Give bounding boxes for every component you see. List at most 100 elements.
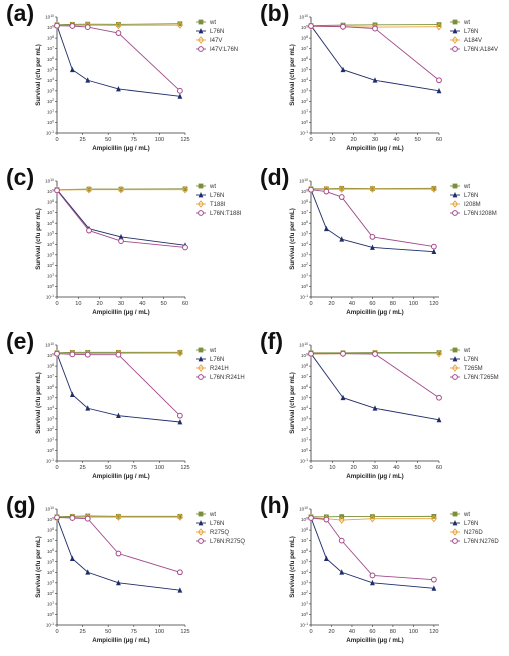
data-point xyxy=(177,418,183,425)
legend-marker xyxy=(452,356,458,362)
data-point xyxy=(370,514,375,520)
y-tick-label: 103 xyxy=(301,580,308,586)
y-tick-label: 104 xyxy=(47,569,54,575)
panel-d: (d) 10-1 100 101 102 103 104 105 106 107 108 109 101… xyxy=(254,164,508,328)
legend-label: N276D xyxy=(464,530,483,536)
x-axis-label: Ampicillin (μg / mL) xyxy=(92,637,149,644)
legend-marker xyxy=(198,210,204,216)
y-tick-label: 107 xyxy=(47,45,54,51)
y-tick-label: 102 xyxy=(47,262,54,268)
data-point xyxy=(54,22,60,29)
data-point xyxy=(69,515,76,521)
y-tick-label: 104 xyxy=(301,77,308,83)
legend-label: wt xyxy=(209,512,216,518)
legend-label: wt xyxy=(209,184,216,190)
x-tick-label: 10 xyxy=(329,137,335,143)
data-point xyxy=(84,24,91,31)
data-point xyxy=(430,243,437,250)
data-point xyxy=(69,66,75,73)
series-l76n-n276d xyxy=(308,515,437,583)
data-point xyxy=(176,21,183,29)
data-point xyxy=(435,22,443,31)
data-point xyxy=(369,185,376,193)
x-tick-label: 40 xyxy=(139,301,145,307)
survival-chart: 10-1 100 101 102 103 104 105 106 107 108 109 1010 0 2… xyxy=(289,178,497,316)
x-tick-label: 120 xyxy=(429,629,438,635)
data-point xyxy=(115,21,122,30)
x-tick-label: 50 xyxy=(105,465,111,471)
x-tick-label: 20 xyxy=(328,629,334,635)
y-tick-label: 100 xyxy=(301,119,308,125)
panel-label: (b) xyxy=(260,0,290,26)
legend-marker xyxy=(197,364,205,372)
x-tick-label: 25 xyxy=(79,465,85,471)
y-tick-label: 1010 xyxy=(45,14,54,20)
x-tick-label: 0 xyxy=(309,301,312,307)
legend-label: L76N xyxy=(464,29,478,35)
series-l76n-t188i xyxy=(54,187,188,251)
legend-label: R275Q xyxy=(210,530,229,536)
data-point xyxy=(177,587,183,593)
x-tick-label: 100 xyxy=(155,137,164,143)
y-tick-label: 107 xyxy=(301,537,308,543)
survival-chart: 10-1 100 101 102 103 104 105 106 107 108 109 1010 0 2… xyxy=(289,506,499,644)
x-tick-label: 0 xyxy=(55,137,58,143)
y-tick-label: 10-1 xyxy=(300,622,308,628)
x-tick-label: 75 xyxy=(131,629,137,635)
data-point xyxy=(370,244,375,250)
y-tick-label: 101 xyxy=(301,109,308,115)
x-tick-label: 25 xyxy=(79,629,85,635)
data-point xyxy=(115,351,122,358)
y-tick-label: 103 xyxy=(301,252,308,258)
legend-label: L76N:T188I xyxy=(210,211,242,217)
y-axis-label: Survival (cfu per mL) xyxy=(289,536,296,598)
legend-marker xyxy=(198,192,204,198)
series-line xyxy=(56,189,186,246)
data-point xyxy=(116,579,121,586)
data-point xyxy=(116,85,121,92)
y-tick-label: 108 xyxy=(301,527,308,533)
y-tick-label: 106 xyxy=(301,548,308,554)
legend-marker xyxy=(198,356,204,362)
legend-marker xyxy=(198,511,204,517)
legend-label: L76N:I208M xyxy=(464,211,497,217)
legend-marker xyxy=(452,183,458,189)
data-point xyxy=(84,515,91,522)
y-tick-label: 103 xyxy=(47,416,54,422)
series-line xyxy=(310,25,440,81)
data-point xyxy=(436,394,442,401)
y-tick-label: 1010 xyxy=(45,342,54,348)
legend-marker xyxy=(451,36,459,44)
y-tick-label: 104 xyxy=(301,405,308,411)
legend-label: L76N:T265M xyxy=(464,375,499,381)
y-tick-label: 101 xyxy=(47,273,54,279)
legend-marker xyxy=(452,210,458,216)
x-tick-label: 10 xyxy=(329,465,335,471)
legend-marker xyxy=(451,528,459,536)
legend-label: L76N:N276D xyxy=(464,539,499,545)
y-tick-label: 107 xyxy=(301,45,308,51)
data-point xyxy=(116,513,121,519)
data-point xyxy=(176,569,183,576)
legend-label: L76N xyxy=(464,193,478,199)
data-point xyxy=(340,350,346,357)
y-tick-label: 105 xyxy=(47,395,54,401)
data-point xyxy=(339,569,345,575)
y-tick-label: 104 xyxy=(47,405,54,411)
x-tick-label: 25 xyxy=(79,137,85,143)
legend-marker xyxy=(452,374,458,380)
y-tick-label: 1010 xyxy=(45,506,54,512)
survival-chart: 10-1 100 101 102 103 104 105 106 107 108 109 1010 0 1… xyxy=(289,342,499,480)
panel-label: (f) xyxy=(260,328,283,354)
y-tick-label: 105 xyxy=(301,395,308,401)
data-point xyxy=(177,513,183,519)
data-point xyxy=(177,93,183,99)
data-point xyxy=(308,350,314,357)
y-tick-label: 100 xyxy=(47,119,54,125)
y-tick-label: 104 xyxy=(47,241,54,247)
survival-chart: 10-1 100 101 102 103 104 105 106 107 108 109 1010 0 2… xyxy=(35,342,245,480)
y-tick-label: 109 xyxy=(301,516,308,522)
legend-marker xyxy=(198,19,204,25)
legend-marker xyxy=(452,511,458,517)
y-tick-label: 105 xyxy=(301,67,308,73)
